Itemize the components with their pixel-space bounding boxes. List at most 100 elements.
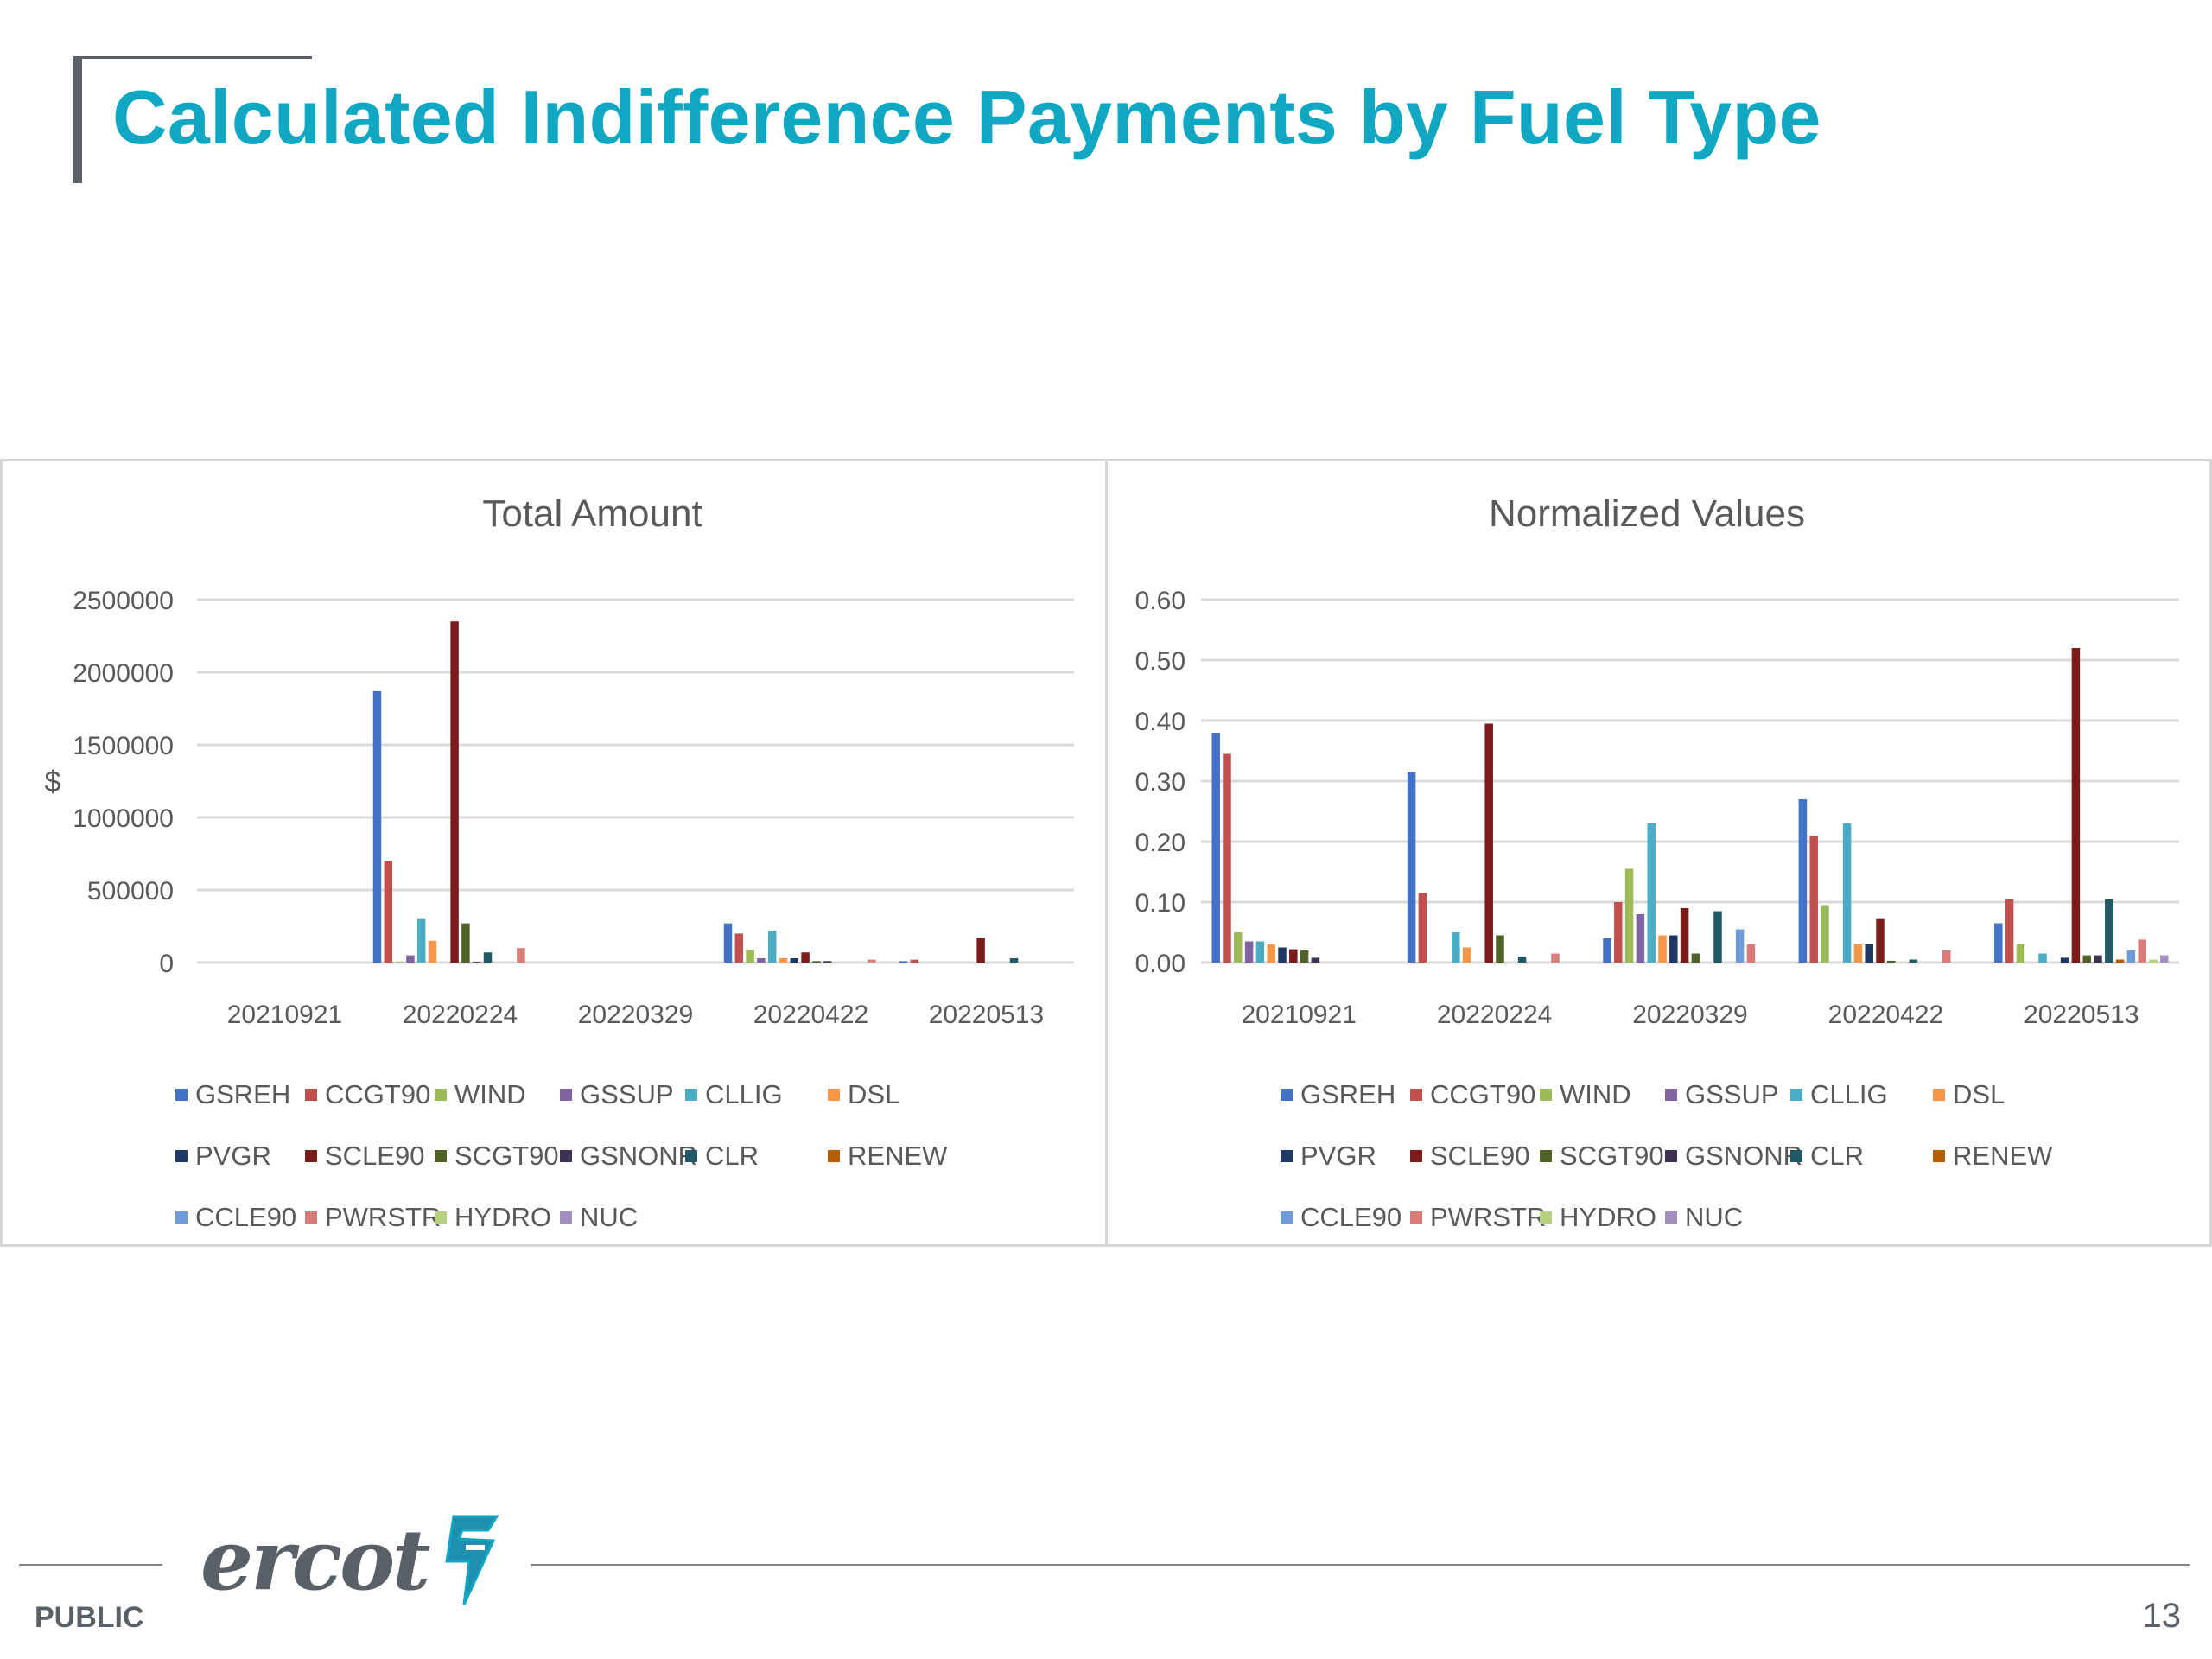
bar-gsreh-20220513 — [899, 961, 908, 963]
x-category-label: 20220224 — [1437, 1001, 1552, 1029]
footer-public-label: PUBLIC — [35, 1601, 144, 1634]
x-category-label: 20220329 — [1632, 1001, 1747, 1029]
bar-scle90-20220329 — [1680, 908, 1689, 963]
bar-cllig-20220422 — [1842, 823, 1852, 963]
y-tick-label: 0.30 — [1135, 768, 1185, 797]
bar-scle90-20220224 — [450, 621, 459, 963]
bar-pwrstr-20220422 — [868, 959, 876, 963]
bar-clr-20220422 — [1909, 959, 1918, 963]
bar-gsreh-20220422 — [1798, 799, 1808, 963]
bar-ccle90-20220513 — [2126, 950, 2136, 963]
x-category-label: 20220513 — [2024, 1001, 2139, 1029]
bar-dsl-20220329 — [1658, 935, 1667, 963]
bar-gsnonr-20220224 — [472, 962, 481, 963]
bar-gssup-20220224 — [406, 955, 415, 963]
footer-divider-right — [531, 1564, 2190, 1566]
x-category-label: 20220422 — [1828, 1001, 1943, 1029]
bar-scle90-20220422 — [1876, 918, 1885, 963]
bar-ccle90-20220329 — [1735, 929, 1745, 963]
y-tick-label: 0.50 — [1135, 647, 1185, 676]
x-category-label: 20220224 — [403, 1001, 518, 1029]
bar-pwrstr-20220224 — [517, 948, 525, 963]
bar-renew-20220513 — [2115, 959, 2125, 963]
bar-pvgr-20210921 — [1278, 947, 1287, 963]
bar-ccgt90-20220224 — [384, 861, 393, 963]
bar-gssup-20210921 — [1244, 941, 1254, 963]
bar-clr-20220329 — [1713, 911, 1722, 963]
x-category-label: 20210921 — [1241, 1001, 1356, 1029]
bar-pvgr-20220422 — [1865, 944, 1873, 963]
bar-cllig-20220329 — [1647, 823, 1656, 963]
bar-cllig-20220224 — [416, 918, 426, 963]
y-tick-label: 0 — [159, 950, 174, 978]
bar-scgt90-20210921 — [1300, 950, 1309, 963]
y-tick-label: 500000 — [87, 877, 174, 906]
bar-pwrstr-20220422 — [1942, 950, 1951, 963]
bar-gsnonr-20220513 — [2094, 955, 2102, 963]
bar-gsreh-20210921 — [1211, 733, 1220, 963]
bar-pvgr-20220513 — [2060, 957, 2069, 963]
y-tick-label: 2500000 — [73, 587, 174, 615]
chart-panel-total-amount: Total Amount $0 500000 1000000 1500000 200000… — [0, 459, 1108, 1247]
bar-scle90-20220422 — [801, 952, 810, 963]
bar-dsl-20220224 — [428, 940, 437, 963]
bar-gsreh-20220329 — [1603, 938, 1611, 963]
bar-ccgt90-20210921 — [1223, 753, 1231, 963]
bar-clr-20220224 — [1517, 957, 1527, 963]
bar-clr-20220513 — [1009, 957, 1019, 963]
ercot-logo-text: ercot — [200, 1510, 430, 1609]
bar-gssup-20220329 — [1636, 914, 1645, 963]
bar-gsreh-20220513 — [1994, 923, 2003, 963]
chart-total-amount: Total Amount $0 500000 1000000 1500000 200000… — [45, 493, 1074, 1029]
x-category-label: 20220513 — [929, 1001, 1044, 1029]
bar-scgt90-20220224 — [461, 923, 470, 963]
bar-scgt90-20220329 — [1691, 953, 1700, 963]
bar-dsl-20220224 — [1462, 947, 1471, 963]
bar-cllig-20220422 — [767, 931, 777, 963]
footer-divider-left — [19, 1564, 162, 1566]
y-tick-label: 0.00 — [1135, 950, 1185, 978]
bar-gsreh-20220422 — [723, 923, 733, 963]
bar-ccgt90-20220422 — [734, 933, 744, 963]
bar-gsnonr-20220422 — [823, 961, 832, 963]
y-tick-label: 1500000 — [73, 732, 174, 760]
y-tick-label: 0.20 — [1135, 829, 1185, 857]
chart-normalized-values: Normalized Values 0.00 0.10 0.20 0.30 0.40 0.5… — [1135, 493, 2179, 1029]
bar-ccgt90-20220224 — [1418, 893, 1427, 963]
bar-scgt90-20220422 — [812, 961, 821, 963]
bar-dsl-20220422 — [1853, 944, 1863, 963]
lightning-bolt-icon — [445, 1515, 500, 1605]
bar-scle90-20220513 — [976, 938, 985, 963]
title-accent-bar — [73, 56, 82, 183]
y-tick-label: 1000000 — [73, 804, 174, 833]
y-tick-label: 2000000 — [73, 659, 174, 688]
bar-scle90-20220513 — [2071, 648, 2081, 963]
y-tick-label: 0.60 — [1135, 587, 1185, 615]
bar-wind-20220422 — [1821, 905, 1829, 963]
chart-title: Total Amount — [482, 493, 702, 535]
page-number: 13 — [2142, 1597, 2182, 1635]
title-accent-rule — [73, 56, 312, 59]
y-tick-label: 0.10 — [1135, 889, 1185, 918]
bar-pwrstr-20220513 — [2138, 939, 2146, 963]
bar-scle90-20210921 — [1289, 949, 1298, 963]
bar-nuc-20220513 — [2160, 955, 2169, 963]
bar-gsnonr-20210921 — [1311, 957, 1320, 963]
bar-gsreh-20220224 — [1407, 772, 1416, 963]
bar-gssup-20220422 — [757, 957, 766, 963]
bar-pvgr-20220422 — [790, 957, 799, 963]
bar-cllig-20220513 — [2038, 953, 2047, 963]
y-axis-label: $ — [45, 766, 61, 798]
bar-clr-20220224 — [483, 952, 493, 963]
bar-wind-20220329 — [1624, 868, 1634, 963]
x-category-label: 20220329 — [578, 1001, 693, 1029]
bar-scgt90-20220422 — [1887, 960, 1896, 963]
bar-pwrstr-20220224 — [1551, 953, 1560, 963]
bar-ccgt90-20220513 — [2005, 899, 2014, 963]
bar-scle90-20220224 — [1484, 723, 1493, 963]
bar-cllig-20220224 — [1452, 932, 1460, 963]
chart-panel-normalized-values: Normalized Values 0.00 0.10 0.20 0.30 0.40 0.5… — [1105, 459, 2212, 1247]
bar-cllig-20210921 — [1255, 941, 1265, 963]
bar-dsl-20220422 — [779, 957, 788, 963]
bar-scgt90-20220224 — [1496, 935, 1504, 963]
